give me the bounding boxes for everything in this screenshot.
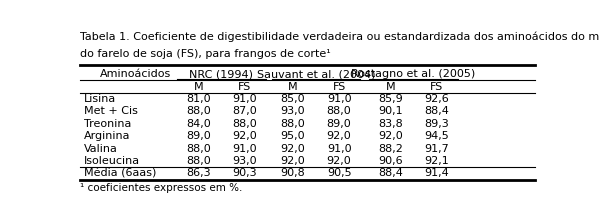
Text: 92,0: 92,0 — [378, 131, 403, 141]
Text: 85,9: 85,9 — [378, 94, 403, 104]
Text: Tabela 1. Coeficiente de digestibilidade verdadeira ou estandardizada dos aminoá: Tabela 1. Coeficiente de digestibilidade… — [80, 32, 600, 42]
Text: 92,6: 92,6 — [424, 94, 449, 104]
Text: NRC (1994): NRC (1994) — [190, 69, 253, 79]
Text: FS: FS — [332, 82, 346, 92]
Text: 90,1: 90,1 — [378, 106, 403, 116]
Text: Lisina: Lisina — [84, 94, 116, 104]
Text: Met + Cis: Met + Cis — [84, 106, 138, 116]
Text: 90,3: 90,3 — [232, 168, 257, 178]
Text: Treonina: Treonina — [84, 119, 131, 129]
Text: 81,0: 81,0 — [186, 94, 211, 104]
Text: FS: FS — [238, 82, 251, 92]
Text: 88,0: 88,0 — [186, 156, 211, 166]
Text: 92,0: 92,0 — [232, 131, 257, 141]
Text: Arginina: Arginina — [84, 131, 131, 141]
Text: Isoleucina: Isoleucina — [84, 156, 140, 166]
Text: 89,0: 89,0 — [186, 131, 211, 141]
Text: 90,6: 90,6 — [378, 156, 403, 166]
Text: ¹ coeficientes expressos em %.: ¹ coeficientes expressos em %. — [80, 183, 242, 193]
Text: 92,0: 92,0 — [327, 156, 352, 166]
Text: do farelo de soja (FS), para frangos de corte¹: do farelo de soja (FS), para frangos de … — [80, 49, 331, 59]
Text: 92,0: 92,0 — [280, 156, 305, 166]
Text: M: M — [385, 82, 395, 92]
Text: 91,0: 91,0 — [327, 144, 352, 154]
Text: 87,0: 87,0 — [232, 106, 257, 116]
Text: 92,0: 92,0 — [280, 144, 305, 154]
Text: 88,0: 88,0 — [232, 119, 257, 129]
Text: Valina: Valina — [84, 144, 118, 154]
Text: 85,0: 85,0 — [280, 94, 305, 104]
Text: 86,3: 86,3 — [186, 168, 211, 178]
Text: M: M — [193, 82, 203, 92]
Text: 91,0: 91,0 — [327, 94, 352, 104]
Text: 92,0: 92,0 — [327, 131, 352, 141]
Text: 90,5: 90,5 — [327, 168, 352, 178]
Text: 88,0: 88,0 — [186, 106, 211, 116]
Text: 89,3: 89,3 — [424, 119, 449, 129]
Text: Rostagno et al. (2005): Rostagno et al. (2005) — [352, 69, 476, 79]
Text: Sauvant et al. (2004): Sauvant et al. (2004) — [257, 69, 375, 79]
Text: 88,0: 88,0 — [280, 119, 305, 129]
Text: FS: FS — [430, 82, 443, 92]
Text: 88,2: 88,2 — [378, 144, 403, 154]
Text: 89,0: 89,0 — [327, 119, 352, 129]
Text: 92,1: 92,1 — [424, 156, 449, 166]
Text: 91,4: 91,4 — [424, 168, 449, 178]
Text: 88,4: 88,4 — [424, 106, 449, 116]
Text: 90,8: 90,8 — [280, 168, 305, 178]
Text: Aminoácidos: Aminoácidos — [100, 69, 171, 79]
Text: 95,0: 95,0 — [280, 131, 305, 141]
Text: 91,7: 91,7 — [424, 144, 449, 154]
Text: 94,5: 94,5 — [424, 131, 449, 141]
Text: 91,0: 91,0 — [232, 94, 257, 104]
Text: 88,0: 88,0 — [186, 144, 211, 154]
Text: M: M — [288, 82, 298, 92]
Text: 93,0: 93,0 — [280, 106, 305, 116]
Text: 84,0: 84,0 — [186, 119, 211, 129]
Text: 91,0: 91,0 — [232, 144, 257, 154]
Text: 93,0: 93,0 — [232, 156, 257, 166]
Text: 88,4: 88,4 — [378, 168, 403, 178]
Text: 88,0: 88,0 — [327, 106, 352, 116]
Text: Média (6aas): Média (6aas) — [84, 168, 157, 178]
Text: 83,8: 83,8 — [378, 119, 403, 129]
